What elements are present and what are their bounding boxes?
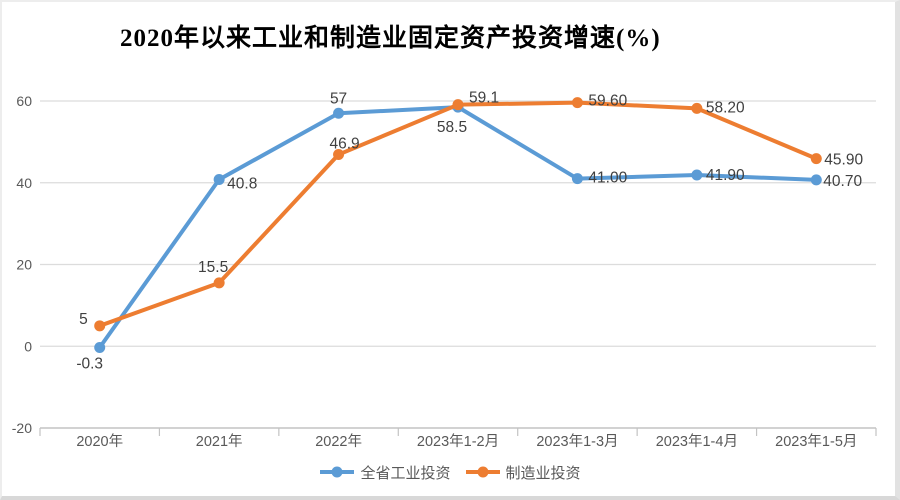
- data-label-0-0: -0.3: [76, 355, 103, 372]
- chart-title: 2020年以来工业和制造业固定资产投资增速(%): [120, 25, 661, 52]
- x-axis-label: 2023年1-2月: [417, 433, 499, 450]
- x-axis-label: 2023年1-4月: [656, 433, 738, 450]
- data-label-1-2: 46.9: [329, 136, 359, 153]
- data-label-0-4: 41.00: [588, 170, 627, 187]
- data-label-0-3: 58.5: [437, 119, 467, 136]
- data-point-1-1[interactable]: [213, 277, 225, 289]
- data-label-1-6: 45.90: [824, 152, 863, 169]
- y-axis-tick-label: 20: [16, 257, 32, 273]
- y-axis-tick-label: 60: [16, 93, 32, 109]
- legend-item-0[interactable]: 全省工业投资: [319, 462, 451, 483]
- data-label-1-4: 59.60: [588, 93, 627, 110]
- data-point-1-6[interactable]: [810, 153, 822, 165]
- data-point-0-2[interactable]: [333, 107, 345, 119]
- legend-marker-icon: [320, 466, 355, 478]
- data-point-0-1[interactable]: [213, 173, 225, 185]
- x-axis-label: 2023年1-5月: [775, 433, 857, 450]
- x-axis-label: 2022年: [315, 433, 362, 450]
- legend: 全省工业投资 制造业投资: [0, 458, 900, 486]
- data-label-0-5: 41.90: [706, 167, 745, 184]
- data-point-1-5[interactable]: [691, 102, 703, 114]
- x-axis-label: 2021年: [196, 433, 243, 450]
- data-label-0-6: 40.70: [823, 173, 862, 190]
- y-axis-tick-label: 0: [24, 338, 32, 354]
- chart-plot-area: -20 0 20 40 60 2020年 2021年 2022年 2023年1-2月 2023年1…: [12, 90, 877, 450]
- data-point-0-4[interactable]: [571, 173, 583, 185]
- data-point-0-0[interactable]: [94, 341, 106, 353]
- data-point-0-5[interactable]: [691, 169, 703, 181]
- y-axis-tick-label: 40: [16, 175, 32, 191]
- data-label-0-2: 57: [330, 90, 347, 107]
- data-label-0-1: 40.8: [227, 175, 257, 192]
- y-axis-tick-label: -20: [12, 420, 32, 436]
- x-axis-label: 2023年1-3月: [536, 433, 618, 450]
- data-label-1-1: 15.5: [198, 259, 228, 276]
- data-label-1-5: 58.20: [706, 99, 745, 116]
- data-point-1-3[interactable]: [452, 99, 464, 111]
- data-point-1-4[interactable]: [571, 97, 583, 109]
- series-line-0[interactable]: [97, 105, 819, 350]
- legend-marker-icon: [465, 466, 500, 478]
- data-label-1-0: 5: [79, 311, 88, 328]
- data-label-1-3: 59.1: [469, 90, 499, 107]
- data-point-0-6[interactable]: [810, 174, 822, 186]
- x-axis-label: 2020年: [76, 433, 123, 450]
- legend-item-1[interactable]: 制造业投资: [465, 462, 581, 483]
- data-point-1-2[interactable]: [333, 149, 345, 161]
- legend-label: 制造业投资: [505, 464, 581, 482]
- data-point-1-0[interactable]: [94, 320, 106, 332]
- legend-label: 全省工业投资: [360, 464, 451, 482]
